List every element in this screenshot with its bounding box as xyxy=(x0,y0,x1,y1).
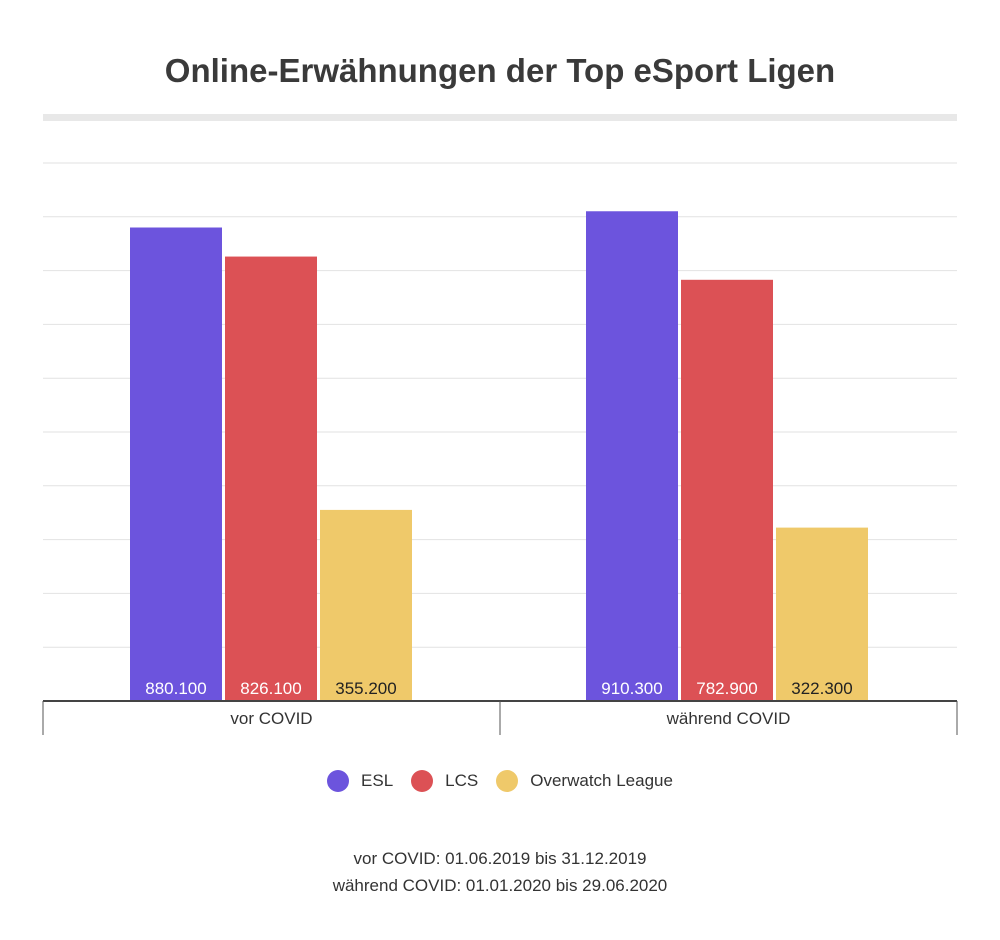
bar-esl xyxy=(130,227,222,701)
legend-item-esl: ESL xyxy=(327,770,393,792)
data-label-lcs: 782.900 xyxy=(696,679,757,698)
legend-swatch-lcs xyxy=(411,770,434,792)
bar-overwatch-league xyxy=(320,509,412,701)
legend-label-esl: ESL xyxy=(361,771,394,790)
legend: ESL LCS Overwatch League xyxy=(0,770,1000,792)
legend-swatch-overwatch-league xyxy=(496,770,519,792)
bar-chart: 880.100 826.100 355.200 910.300 782.900 322.3… xyxy=(42,162,958,735)
data-label-lcs: 826.100 xyxy=(240,679,301,698)
legend-label-lcs: LCS xyxy=(445,771,479,790)
x-tick-label: vor COVID xyxy=(230,709,312,728)
data-label-overwatch-league: 355.200 xyxy=(335,679,396,698)
bar-lcs xyxy=(225,256,317,701)
x-tick-label: während COVID xyxy=(666,709,791,728)
footnote: vor COVID: 01.06.2019 bis 31.12.2019 wäh… xyxy=(0,845,1000,899)
bar-lcs xyxy=(681,279,773,701)
data-label-esl: 910.300 xyxy=(601,679,662,698)
footnote-line-1: vor COVID: 01.06.2019 bis 31.12.2019 xyxy=(353,849,647,868)
footnote-line-2: während COVID: 01.01.2020 bis 29.06.2020 xyxy=(332,876,668,895)
chart-title: Online-Erwähnungen der Top eSport Ligen xyxy=(164,52,836,89)
bar-overwatch-league xyxy=(776,527,868,701)
legend-item-lcs: LCS xyxy=(411,770,478,792)
legend-item-overwatch-league: Overwatch League xyxy=(496,770,673,792)
legend-label-overwatch-league: Overwatch League xyxy=(530,771,673,790)
title-divider xyxy=(43,114,957,121)
bar-esl xyxy=(586,211,678,701)
data-label-esl: 880.100 xyxy=(145,679,206,698)
data-label-overwatch-league: 322.300 xyxy=(791,679,852,698)
legend-swatch-esl xyxy=(327,770,350,792)
